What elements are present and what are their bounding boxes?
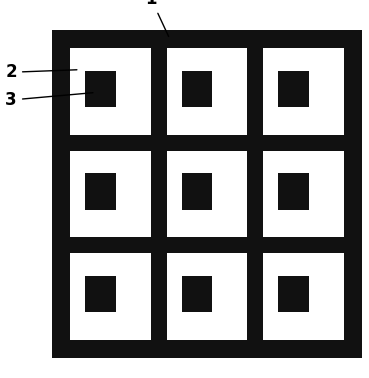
Text: 1: 1 — [145, 0, 169, 37]
Bar — [167, 48, 247, 135]
Bar — [182, 173, 212, 210]
Bar — [70, 151, 151, 237]
Bar — [85, 71, 115, 107]
Bar — [278, 276, 309, 312]
Bar — [278, 173, 309, 210]
Bar — [263, 48, 344, 135]
Bar — [263, 151, 344, 237]
Bar — [70, 253, 151, 340]
Bar — [167, 151, 247, 237]
Bar — [278, 71, 309, 107]
Text: 3: 3 — [6, 91, 93, 109]
Bar — [182, 71, 212, 107]
Bar — [85, 173, 115, 210]
Text: 2: 2 — [6, 63, 77, 81]
Bar — [85, 276, 115, 312]
Bar — [263, 253, 344, 340]
Bar — [70, 48, 151, 135]
Bar — [52, 30, 362, 358]
Bar — [167, 253, 247, 340]
Bar — [182, 276, 212, 312]
